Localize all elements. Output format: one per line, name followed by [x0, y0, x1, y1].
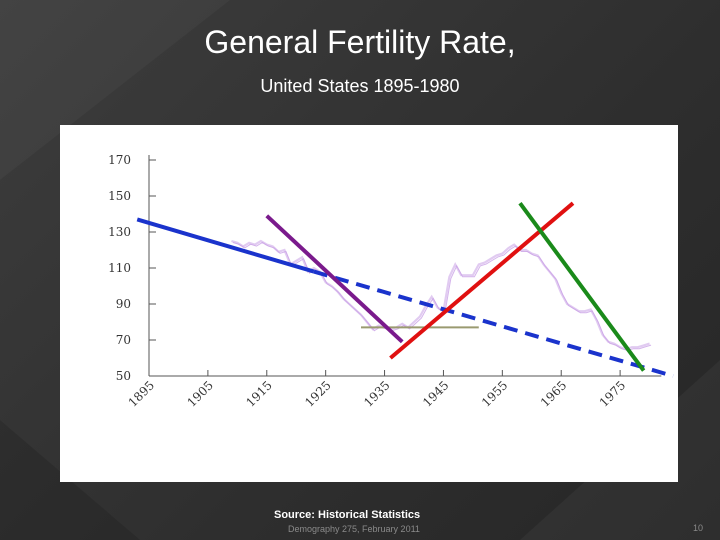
source-note: Source: Historical Statistics [274, 509, 421, 521]
purple-decline-line [265, 214, 404, 344]
x-tick-label: 1935 [361, 378, 392, 409]
y-tick-label: 130 [108, 225, 131, 239]
red-rise-line [389, 201, 575, 360]
x-tick-label: 1945 [420, 378, 451, 409]
x-tick-label: 1955 [479, 378, 510, 409]
x-tick-label: 1915 [243, 378, 274, 409]
footer-text: Demography 275, February 2011 [288, 524, 420, 534]
trend-line-dashed [313, 269, 674, 378]
y-tick-label: 170 [108, 153, 131, 167]
y-tick-label: 150 [108, 189, 131, 203]
y-tick-label: 110 [108, 261, 131, 275]
slide-title: General Fertility Rate, [204, 24, 516, 60]
x-tick-label: 1975 [597, 378, 628, 409]
x-tick-label: 1905 [185, 378, 216, 409]
y-tick-label: 70 [116, 333, 131, 347]
y-tick-label: 90 [116, 297, 131, 311]
page-number: 10 [693, 523, 704, 533]
x-tick-label: 1925 [302, 378, 333, 409]
x-tick-label: 1965 [538, 378, 569, 409]
green-decline-line [518, 202, 646, 372]
trend-line-solid [136, 217, 315, 274]
chart-panel: 170 150 130 110 90 70 50 1895 1905 1915 1925 1935 19… [60, 125, 678, 482]
y-tick-label: 50 [116, 369, 131, 383]
slide-subtitle: United States 1895-1980 [260, 76, 460, 96]
